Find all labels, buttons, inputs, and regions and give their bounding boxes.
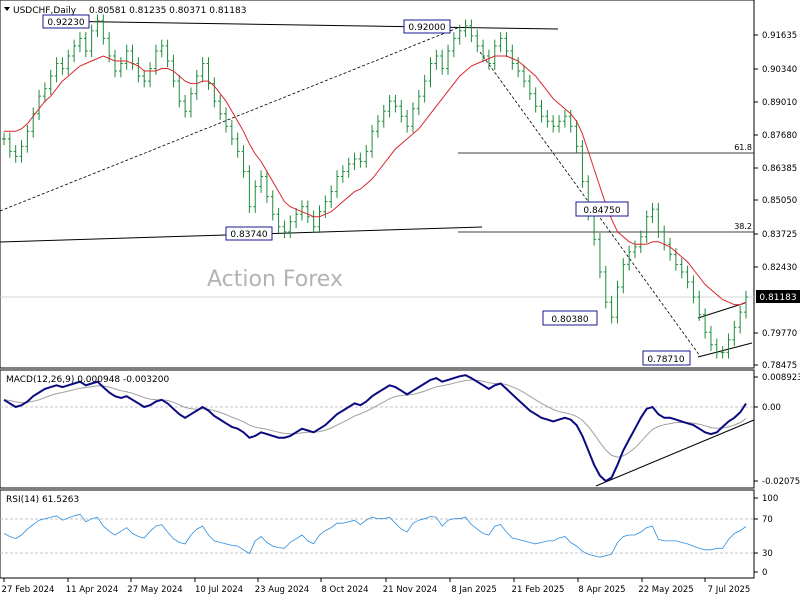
rsi-panel (0, 489, 755, 579)
rsi-axis: 100 70 30 0 (754, 494, 778, 578)
header-dropdown-icon[interactable] (4, 7, 10, 11)
trendline-wedge-upper (697, 302, 746, 319)
watermark: Action Forex (207, 267, 343, 292)
time-tick-label: 21 Nov 2024 (383, 585, 437, 595)
trendline-macd (595, 419, 755, 487)
moving-average-line (4, 55, 747, 306)
time-tick-label: 11 Apr 2024 (66, 585, 119, 595)
trendline-rising-dashed (0, 26, 461, 212)
header-symbol: USDCHF,Daily (13, 6, 77, 16)
callout-92000: 0.92000 (403, 19, 451, 34)
time-tick-label: 21 Feb 2025 (512, 585, 565, 595)
svg-text:0.84750: 0.84750 (583, 206, 620, 216)
rsi-line (3, 513, 747, 558)
rsi-tick-label: 70 (762, 515, 773, 525)
rsi-tick-label: 100 (762, 494, 778, 504)
svg-text:0.78710: 0.78710 (647, 355, 684, 365)
price-candles (2, 14, 748, 359)
price-tick-label: 0.86385 (762, 164, 797, 174)
macd-axis: 0.008923 0.00 -0.020759 (754, 373, 800, 487)
time-tick-label: 7 Jul 2025 (708, 585, 751, 595)
time-tick-label: 27 Feb 2024 (2, 585, 55, 595)
svg-text:0.80380: 0.80380 (551, 315, 588, 325)
callout-92230: 0.92230 (42, 14, 90, 29)
svg-text:0.92000: 0.92000 (408, 23, 445, 33)
header-ohlc: 0.80581 0.81235 0.80371 0.81183 (89, 6, 246, 16)
price-tick-label: 0.87680 (762, 131, 797, 141)
time-tick-label: 8 Oct 2024 (321, 585, 368, 595)
time-axis: 27 Feb 2024 11 Apr 2024 27 May 2024 10 Jul … (2, 578, 751, 595)
callout-83740: 0.83740 (225, 226, 273, 241)
time-tick-label: 8 Jan 2025 (451, 585, 497, 595)
macd-tick-label: 0.00 (762, 403, 781, 413)
price-tick-label: 0.78475 (762, 361, 797, 371)
price-tick-label: 0.90340 (762, 65, 797, 75)
rsi-tick-label: 0 (762, 568, 767, 578)
rsi-label: RSI(14) 61.5263 (6, 495, 79, 505)
rsi-tick-label: 30 (762, 549, 773, 559)
price-axis: 0.91635 0.90340 0.89010 0.87680 0.86385 0.850… (754, 31, 797, 371)
time-tick-label: 23 Aug 2024 (255, 585, 309, 595)
time-tick-label: 10 Jul 2024 (195, 585, 243, 595)
time-tick-label: 22 May 2025 (638, 585, 693, 595)
price-panel (0, 0, 755, 369)
trendline-top-channel (44, 20, 559, 30)
svg-text:0.81183: 0.81183 (759, 293, 796, 303)
last-price-badge: 0.81183 (756, 290, 800, 303)
callout-84750: 0.84750 (575, 201, 629, 217)
price-tick-label: 0.85050 (762, 196, 797, 206)
price-tick-label: 0.82430 (762, 263, 797, 273)
svg-text:0.83740: 0.83740 (230, 230, 267, 240)
trendline-wedge-lower (697, 342, 753, 358)
callout-80380: 0.80380 (542, 310, 598, 326)
svg-text:0.92230: 0.92230 (47, 18, 84, 28)
price-tick-label: 0.83725 (762, 230, 797, 240)
callout-78710: 0.78710 (642, 350, 691, 366)
macd-tick-label: -0.020759 (762, 477, 800, 487)
price-tick-label: 0.91635 (762, 31, 797, 41)
macd-tick-label: 0.008923 (762, 373, 800, 383)
macd-signal-line (3, 379, 747, 458)
price-tick-label: 0.79770 (762, 329, 797, 339)
macd-label: MACD(12,26,9) 0.000948 -0.003200 (6, 375, 169, 385)
fib-label-618: 61.8 (734, 143, 752, 152)
time-tick-label: 8 Apr 2025 (578, 585, 625, 595)
time-tick-label: 27 May 2024 (127, 585, 182, 595)
macd-line (3, 374, 747, 483)
price-tick-label: 0.89010 (762, 98, 797, 108)
fib-label-382: 38.2 (734, 222, 752, 231)
macd-panel (0, 369, 755, 489)
